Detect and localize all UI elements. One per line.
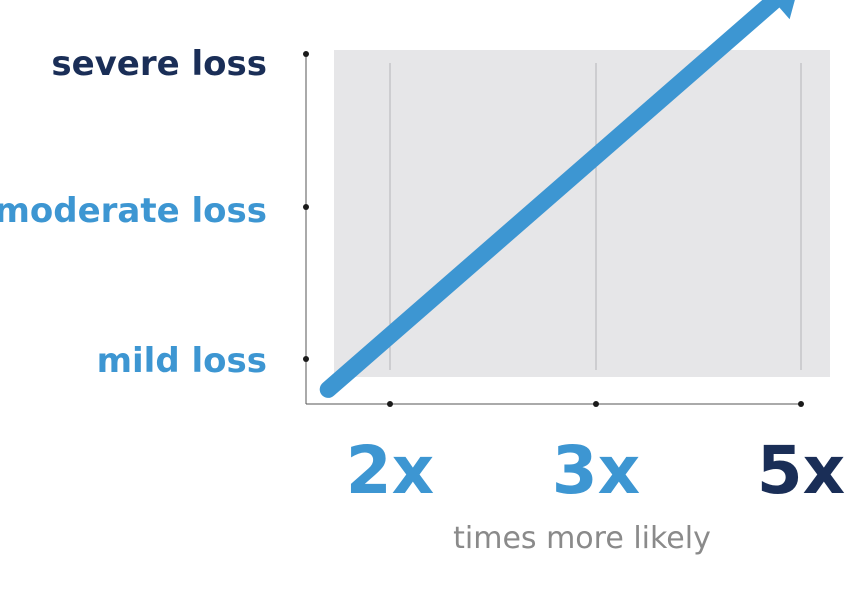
tick-marks [303, 51, 804, 407]
y-tick-label-severe-loss: severe loss [51, 44, 267, 84]
x-tick-dot-2x [387, 401, 393, 407]
series-layer [319, 0, 795, 398]
y-tick-dot-severe-loss [303, 51, 309, 57]
x-tick-dot-5x [798, 401, 804, 407]
x-tick-label-5x: 5x [757, 432, 846, 509]
series-line-risk [319, 0, 783, 398]
grid-lines [389, 63, 802, 370]
y-tick-label-moderate-loss: moderate loss [0, 191, 267, 231]
y-tick-dot-mild-loss [303, 356, 309, 362]
x-tick-label-2x: 2x [346, 432, 435, 509]
series-arrowhead-risk [772, 0, 795, 20]
y-tick-label-mild-loss: mild loss [97, 341, 267, 381]
y-tick-dot-moderate-loss [303, 204, 309, 210]
x-axis-title: times more likely [453, 521, 711, 556]
x-tick-dot-3x [593, 401, 599, 407]
x-tick-label-3x: 3x [552, 432, 641, 509]
